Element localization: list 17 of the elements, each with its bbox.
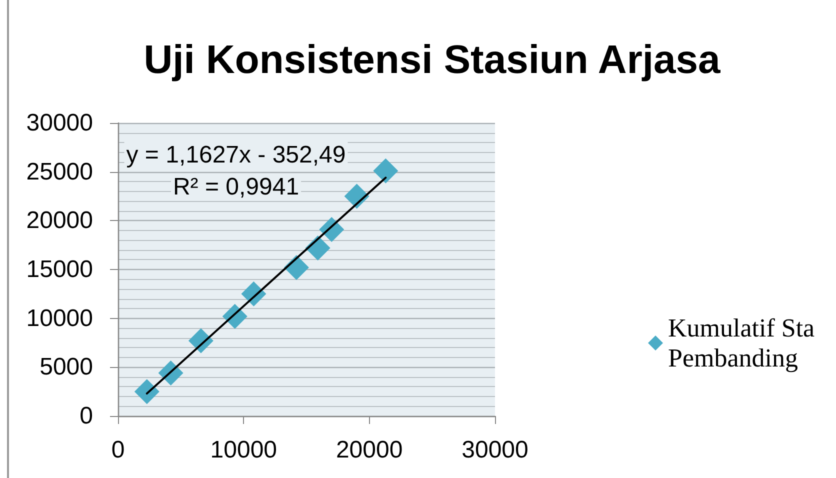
x-tick-label: 20000 [336, 436, 403, 464]
x-tick-label: 30000 [462, 436, 528, 464]
legend-label: Kumulatif Sta Pembanding [668, 314, 822, 372]
annotation: R² = 0,9941 [172, 174, 300, 200]
y-tick-label: 10000 [26, 304, 93, 332]
annotation: y = 1,1627x - 352,49 [126, 142, 346, 168]
y-tick-label: 30000 [26, 110, 93, 136]
y-tick-label: 25000 [26, 158, 93, 186]
point [373, 158, 398, 184]
point [134, 379, 160, 404]
x-tick-label: 10000 [210, 436, 278, 464]
y-tick-label: 20000 [26, 207, 93, 234]
x-tick-label: 0 [111, 436, 125, 464]
chart-title: Uji Konsistensi Stasiun Arjasa [144, 38, 721, 82]
y-tick-label: 0 [80, 402, 93, 430]
y-tick-label: 5000 [40, 354, 93, 381]
y-tick-label: 15000 [26, 256, 93, 283]
